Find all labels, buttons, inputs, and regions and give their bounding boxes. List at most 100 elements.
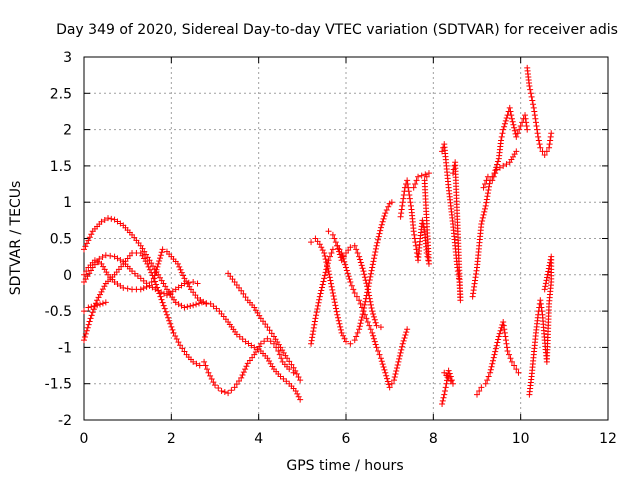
data-point xyxy=(532,119,539,126)
data-point xyxy=(411,231,418,238)
y-tick-label: 2.5 xyxy=(50,86,72,102)
grid-lines xyxy=(84,57,608,420)
data-point xyxy=(487,369,494,376)
data-point xyxy=(308,340,315,347)
data-point xyxy=(506,104,513,111)
data-point xyxy=(292,367,299,374)
data-point xyxy=(482,205,489,212)
data-point xyxy=(502,333,509,340)
data-point xyxy=(151,278,158,285)
data-point xyxy=(172,332,179,339)
data-point xyxy=(503,114,510,121)
data-point xyxy=(501,326,508,333)
data-point xyxy=(314,302,321,309)
data-point xyxy=(535,137,542,144)
data-point xyxy=(82,330,89,337)
data-point xyxy=(166,317,173,324)
data-point xyxy=(441,387,448,394)
data-point xyxy=(99,286,106,293)
data-point xyxy=(376,351,383,358)
data-point xyxy=(334,314,341,321)
data-point xyxy=(294,390,301,397)
data-point xyxy=(420,224,427,231)
data-point xyxy=(480,184,487,191)
data-point xyxy=(91,257,98,264)
data-point xyxy=(341,335,348,342)
data-point xyxy=(439,401,446,408)
data-point xyxy=(315,299,322,306)
data-point xyxy=(478,220,485,227)
data-point xyxy=(356,326,363,333)
data-point xyxy=(493,342,500,349)
data-point xyxy=(367,298,374,305)
data-point xyxy=(388,380,395,387)
data-point xyxy=(90,306,97,313)
data-point xyxy=(442,384,449,391)
data-point xyxy=(341,258,348,265)
data-point xyxy=(212,382,218,389)
data-point xyxy=(210,379,217,386)
data-point xyxy=(356,323,363,330)
data-point xyxy=(286,358,293,365)
data-point xyxy=(382,369,389,376)
data-point xyxy=(329,231,336,238)
data-point xyxy=(347,244,354,251)
data-point xyxy=(137,286,144,293)
data-point xyxy=(503,340,510,347)
x-tick-label: 0 xyxy=(80,431,89,447)
data-point xyxy=(278,355,285,362)
data-point xyxy=(492,170,499,177)
data-point xyxy=(322,269,329,276)
data-point xyxy=(371,316,378,323)
data-point xyxy=(145,263,152,270)
y-tick-label: 1 xyxy=(63,195,72,211)
data-point xyxy=(542,283,549,290)
data-point xyxy=(359,311,366,318)
data-point xyxy=(89,309,96,316)
data-point xyxy=(440,394,447,401)
data-point xyxy=(449,170,456,177)
data-point xyxy=(422,171,429,178)
data-point xyxy=(487,366,494,373)
data-point xyxy=(405,184,412,191)
data-point xyxy=(312,315,319,322)
data-point xyxy=(342,261,349,268)
data-point xyxy=(379,361,386,368)
data-point xyxy=(488,363,495,370)
data-point xyxy=(218,387,225,394)
data-point xyxy=(81,246,87,253)
data-point xyxy=(276,351,283,358)
data-point xyxy=(82,243,89,250)
data-point xyxy=(326,271,333,278)
data-point xyxy=(402,332,409,339)
data-point xyxy=(261,338,268,345)
data-point xyxy=(489,360,496,367)
data-point xyxy=(153,281,160,288)
data-point xyxy=(545,265,552,272)
data-point xyxy=(439,397,446,404)
data-point xyxy=(318,244,325,251)
axis-ticks: 0 2 4 6 8 10 12 -2 -1.5 -1 -0.5 0 0.5 1 1.5 2 2.5 3 xyxy=(45,50,617,447)
data-point xyxy=(372,319,379,326)
data-point xyxy=(316,296,323,303)
data-point xyxy=(394,361,401,368)
data-point xyxy=(91,303,98,310)
data-point xyxy=(385,203,392,210)
data-point xyxy=(268,330,275,337)
data-point xyxy=(98,288,105,295)
data-point xyxy=(88,312,95,319)
data-point xyxy=(187,303,194,310)
data-point xyxy=(495,333,502,340)
data-point xyxy=(243,363,250,370)
data-point xyxy=(335,245,342,252)
x-axis-title: GPS time / hours xyxy=(286,458,403,474)
data-point xyxy=(242,294,249,301)
data-point xyxy=(297,377,304,384)
data-point xyxy=(415,173,422,180)
data-point xyxy=(391,374,398,381)
data-point xyxy=(403,329,410,336)
y-tick-label: -2 xyxy=(58,413,72,429)
data-point xyxy=(364,286,371,293)
data-point xyxy=(523,119,530,126)
x-tick-label: 10 xyxy=(512,431,530,447)
